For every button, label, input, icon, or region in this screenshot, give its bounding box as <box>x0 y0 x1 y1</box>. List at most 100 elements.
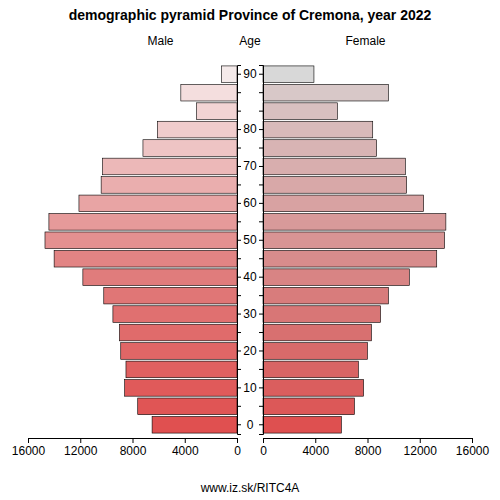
tick-mark <box>237 92 241 93</box>
tick-mark <box>259 221 263 222</box>
tick: 0 <box>260 438 267 458</box>
bar <box>54 250 237 267</box>
tick-mark <box>28 438 29 443</box>
tick-mark <box>259 350 263 351</box>
tick-label: 4000 <box>302 444 329 458</box>
tick: 10 <box>237 381 257 395</box>
bar <box>104 287 237 304</box>
tick <box>259 350 263 351</box>
bars <box>45 66 446 433</box>
tick-mark <box>237 221 241 222</box>
tick <box>237 184 241 185</box>
bar <box>263 306 381 323</box>
tick-label: 80 <box>243 122 257 136</box>
tick: 16000 <box>456 438 490 458</box>
tick-mark <box>237 184 241 185</box>
title: demographic pyramid Province of Cremona,… <box>69 7 432 23</box>
x-axis-female: 0 4000 8000 12000 16000 <box>260 438 489 458</box>
tick-mark <box>133 438 134 443</box>
tick-mark <box>368 438 369 443</box>
tick-mark <box>237 406 241 407</box>
tick: 60 <box>237 196 257 210</box>
tick-label: 60 <box>243 196 257 210</box>
bar <box>263 84 388 101</box>
tick <box>237 406 241 407</box>
bar <box>263 66 314 83</box>
bar <box>181 84 237 101</box>
bar <box>263 232 445 249</box>
tick-label: 8000 <box>120 444 147 458</box>
tick-mark <box>237 129 241 130</box>
y-axis: 0102030405060708090 <box>237 66 257 435</box>
tick-label: 10 <box>243 381 257 395</box>
tick-mark <box>259 184 263 185</box>
tick: 0 <box>234 438 241 458</box>
y-axis-right <box>259 66 264 435</box>
tick <box>259 369 263 370</box>
tick <box>259 295 263 296</box>
tick-mark <box>259 148 263 149</box>
tick <box>259 332 263 333</box>
tick-mark <box>259 258 263 259</box>
axis-line <box>259 66 264 435</box>
tick-mark <box>259 277 263 278</box>
tick-label: 50 <box>243 233 257 247</box>
tick: 90 <box>237 67 257 81</box>
tick-mark <box>259 129 263 130</box>
tick-mark <box>259 387 263 388</box>
tick-label: 70 <box>243 159 257 173</box>
tick <box>259 387 263 388</box>
source: www.iz.sk/RITC4A <box>200 481 300 495</box>
tick: 40 <box>237 270 257 284</box>
tick-label: 90 <box>243 67 257 81</box>
bar <box>263 398 354 415</box>
tick-mark <box>259 166 263 167</box>
tick-mark <box>237 203 241 204</box>
bar <box>152 416 237 433</box>
bar <box>197 103 237 120</box>
tick-mark <box>259 424 263 425</box>
tick-mark <box>259 203 263 204</box>
tick-mark <box>237 438 238 443</box>
tick: 0 <box>237 418 254 432</box>
bar <box>263 103 337 120</box>
tick-mark <box>259 369 263 370</box>
tick-label: 0 <box>247 418 254 432</box>
bar <box>263 380 364 397</box>
tick <box>259 314 263 315</box>
tick <box>259 74 263 75</box>
tick: 4000 <box>302 438 329 458</box>
bar <box>263 343 368 360</box>
bar <box>126 361 237 378</box>
bar <box>119 324 237 341</box>
bar <box>263 361 358 378</box>
tick: 4000 <box>172 438 199 458</box>
tick-label: 12000 <box>404 444 438 458</box>
tick: 50 <box>237 233 257 247</box>
bar <box>49 214 237 231</box>
bar <box>138 398 237 415</box>
tick-mark <box>263 438 264 443</box>
series-label: Male <box>147 34 173 48</box>
tick <box>237 92 241 93</box>
tick <box>237 221 241 222</box>
tick-mark <box>237 314 241 315</box>
tick-mark <box>315 438 316 443</box>
bar <box>263 140 377 157</box>
tick-mark <box>237 277 241 278</box>
tick-label: 20 <box>243 344 257 358</box>
tick-label: 4000 <box>172 444 199 458</box>
axis-line <box>238 66 242 435</box>
tick-label: 0 <box>260 444 267 458</box>
tick-mark <box>420 438 421 443</box>
bar <box>263 287 388 304</box>
bar <box>221 66 237 83</box>
tick-mark <box>259 74 263 75</box>
tick: 8000 <box>355 438 382 458</box>
axis-title: Age <box>239 34 261 48</box>
tick-mark <box>237 148 241 149</box>
tick-label: 16000 <box>12 444 46 458</box>
tick-label: 0 <box>234 444 241 458</box>
x-axis-male: 0400080001200016000 <box>12 438 241 458</box>
tick: 20 <box>237 344 257 358</box>
